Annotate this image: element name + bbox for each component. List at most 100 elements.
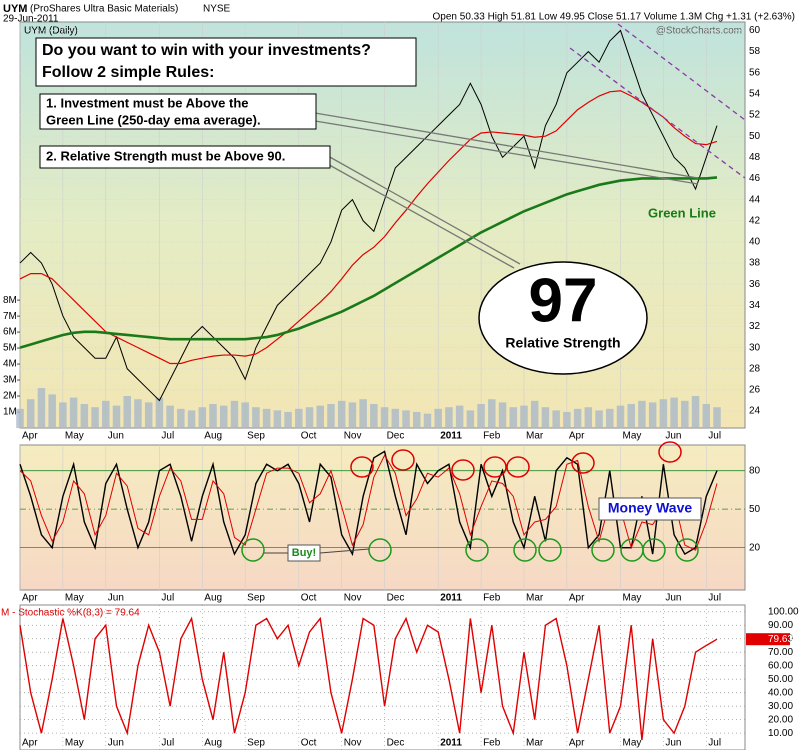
x-tick-label: Sep bbox=[247, 738, 265, 749]
x-tick-label: Jul bbox=[708, 431, 721, 442]
y-tick-label: 56 bbox=[749, 67, 761, 78]
x-tick-label: Nov bbox=[344, 593, 362, 604]
annotation: 1. Investment must be Above the bbox=[46, 95, 249, 110]
y2-tick-label: 7M bbox=[3, 311, 17, 322]
y-tick-label: 30.00 bbox=[768, 701, 793, 712]
volume-bar bbox=[262, 408, 271, 428]
annotation: Money Wave bbox=[608, 500, 692, 516]
x-tick-label: Jul bbox=[161, 431, 174, 442]
volume-bar bbox=[509, 407, 518, 428]
series-line bbox=[19, 29, 718, 402]
y-tick-label: 50 bbox=[749, 131, 761, 142]
volume-bar bbox=[413, 412, 421, 428]
series-line bbox=[19, 450, 718, 557]
x-tick-label: Jun bbox=[665, 431, 681, 442]
x-tick-label: 2011 bbox=[440, 738, 462, 749]
buy-circle bbox=[513, 538, 537, 562]
x-tick-label: Jul bbox=[161, 738, 174, 749]
callout-line bbox=[327, 155, 521, 265]
date: 29-Jun-2011 bbox=[3, 14, 59, 25]
price-panel bbox=[19, 21, 746, 429]
volume-bar bbox=[391, 408, 400, 428]
buy-circle bbox=[368, 538, 392, 562]
x-tick-label: Jun bbox=[108, 593, 124, 604]
current-value-label: 79.639 bbox=[768, 634, 799, 645]
volume-bar bbox=[16, 408, 24, 428]
volume-bar bbox=[530, 400, 539, 428]
volume-bar bbox=[434, 408, 442, 428]
y-tick-label: 46 bbox=[749, 173, 761, 184]
y2-tick-label: 5M bbox=[3, 343, 17, 354]
x-tick-label: May bbox=[65, 593, 84, 604]
x-tick-label: May bbox=[65, 738, 84, 749]
volume-bar bbox=[241, 402, 249, 428]
y-tick-label: 32 bbox=[749, 321, 761, 332]
y-tick-label: 36 bbox=[749, 279, 761, 290]
annotation: Green Line bbox=[648, 205, 716, 220]
sell-circle bbox=[571, 452, 595, 474]
x-tick-label: Oct bbox=[301, 738, 317, 749]
buy-circle bbox=[591, 538, 615, 562]
volume-bar bbox=[177, 408, 185, 428]
volume-bar bbox=[80, 404, 89, 428]
sell-circle bbox=[350, 456, 374, 478]
y-tick-label: 24 bbox=[749, 406, 761, 417]
volume-bar bbox=[155, 397, 164, 428]
volume-bar bbox=[348, 402, 357, 428]
volume-bar bbox=[359, 399, 367, 428]
buy-box bbox=[287, 544, 321, 562]
y-tick-label: 40.00 bbox=[768, 687, 793, 698]
volume-bar bbox=[295, 408, 303, 428]
y-tick-label: 60 bbox=[749, 25, 761, 36]
buy-circle bbox=[241, 538, 265, 562]
y-tick-label: 70.00 bbox=[768, 647, 793, 658]
x-tick-label: 2011 bbox=[440, 431, 462, 442]
sell-circle bbox=[483, 456, 507, 478]
buy-circle bbox=[465, 538, 489, 562]
volume-bar bbox=[552, 410, 560, 428]
x-tick-label: Apr bbox=[22, 431, 38, 442]
buy-circle bbox=[675, 538, 699, 562]
y2-tick-label: 2M bbox=[3, 391, 17, 402]
volume-bar bbox=[423, 413, 432, 428]
volume-bar bbox=[445, 407, 453, 428]
volume-bar bbox=[219, 405, 228, 428]
y-tick-label: 40 bbox=[749, 237, 761, 248]
volume-bar bbox=[26, 399, 35, 428]
volume-bar bbox=[48, 394, 56, 428]
y2-tick-label: 3M bbox=[3, 375, 17, 386]
volume-bar bbox=[595, 410, 603, 428]
x-tick-label: Jun bbox=[665, 593, 681, 604]
x-tick-label: May bbox=[622, 593, 641, 604]
volume-bar bbox=[37, 388, 46, 428]
y-tick-label: 28 bbox=[749, 363, 761, 374]
annotation: 97 bbox=[529, 266, 598, 335]
volume-bar bbox=[616, 405, 625, 428]
x-tick-label: Jul bbox=[708, 738, 721, 749]
x-tick-label: Apr bbox=[569, 431, 585, 442]
y2-tick-label: 6M bbox=[3, 327, 17, 338]
x-tick-label: Dec bbox=[387, 431, 405, 442]
x-tick-label: Dec bbox=[387, 593, 405, 604]
y-tick-label: 48 bbox=[749, 152, 761, 163]
volume-bar bbox=[638, 400, 646, 428]
y-tick-label: 30 bbox=[749, 342, 761, 353]
volume-bar bbox=[112, 405, 121, 428]
channel-line bbox=[569, 47, 746, 179]
volume-bar bbox=[134, 399, 142, 428]
volume-bar bbox=[455, 405, 464, 428]
volume-bar bbox=[563, 412, 571, 428]
volume-bar bbox=[573, 408, 582, 428]
y-tick-label: 50.00 bbox=[768, 674, 793, 685]
annotation: Follow 2 simple Rules: bbox=[42, 64, 214, 81]
x-tick-label: Sep bbox=[247, 431, 265, 442]
callout-line bbox=[323, 161, 515, 269]
quote: Open 50.33 High 51.81 Low 49.95 Close 51… bbox=[433, 12, 795, 23]
volume-bar bbox=[337, 400, 346, 428]
volume-bar bbox=[370, 404, 378, 428]
y-tick-label: 60.00 bbox=[768, 660, 793, 671]
volume-bar bbox=[627, 404, 635, 428]
y-tick-label: 52 bbox=[749, 110, 761, 121]
y-tick-label: 80 bbox=[749, 465, 761, 476]
